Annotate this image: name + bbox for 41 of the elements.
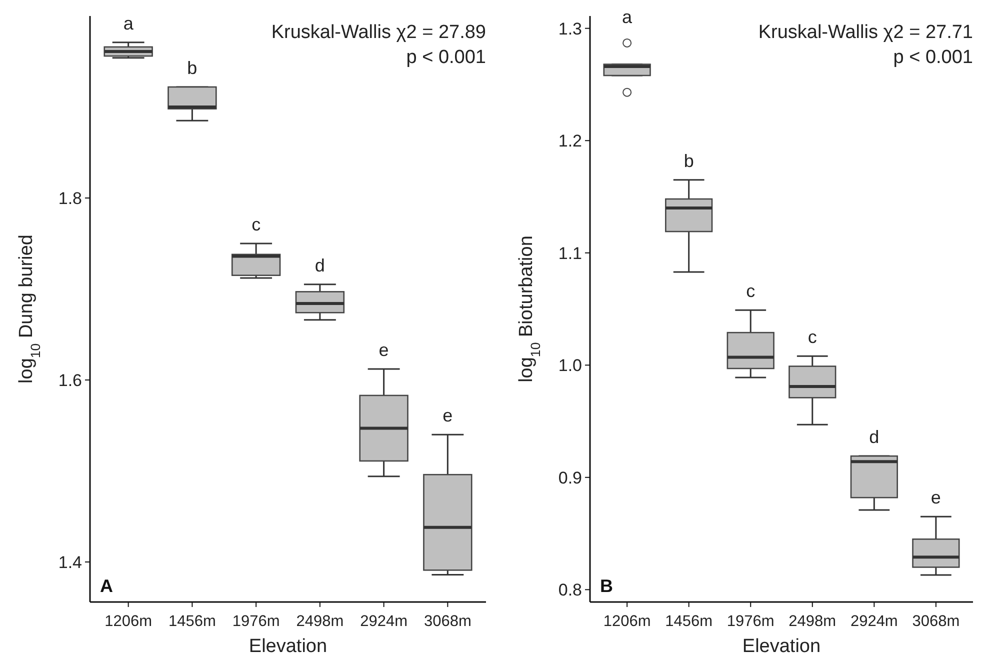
annotation: c (746, 281, 756, 302)
x-tick-label: 2924m (850, 613, 898, 630)
annotation: a (622, 6, 634, 27)
x-tick-label: 2924m (360, 613, 408, 630)
x-tick-label: 2498m (788, 613, 836, 630)
y-tick-label: 1.8 (58, 188, 82, 208)
x-tick-label: 2498m (296, 613, 344, 630)
annotation: e (378, 340, 389, 360)
y-tick-label: 1.3 (558, 19, 582, 38)
y-tick-label: 1.0 (558, 356, 582, 376)
x-tick-label: 1456m (168, 613, 216, 630)
annotation: B (600, 576, 613, 596)
x-axis-title: Elevation (742, 636, 821, 657)
y-tick-label: 0.9 (558, 468, 582, 488)
x-tick-label: 3068m (912, 613, 960, 630)
annotation: p < 0.001 (406, 47, 486, 68)
y-tick-label: 1.4 (58, 552, 82, 572)
annotation: e (930, 488, 941, 508)
annotation: b (187, 58, 198, 78)
annotation: d (869, 427, 880, 448)
x-tick-label: 1976m (726, 613, 774, 630)
x-tick-label: 1976m (232, 613, 280, 630)
annotation: Kruskal-Wallis χ2 = 27.89 (271, 22, 486, 43)
annotation: c (252, 214, 261, 234)
annotation: c (808, 327, 817, 348)
annotation: Kruskal-Wallis χ2 = 27.71 (758, 22, 973, 43)
annotation: e (442, 406, 453, 426)
annotation: b (684, 150, 694, 171)
y-tick-label: 1.2 (558, 132, 582, 151)
annotation: a (123, 13, 134, 34)
x-axis-title: Elevation (248, 636, 328, 657)
annotation: A (100, 576, 113, 596)
x-tick-label: 3068m (424, 613, 472, 630)
x-tick-label: 1456m (665, 613, 713, 630)
y-tick-label: 0.8 (558, 580, 582, 600)
x-tick-label: 1206m (603, 613, 651, 630)
x-tick-label: 1206m (104, 613, 152, 630)
annotation: p < 0.001 (893, 47, 973, 68)
annotation: d (314, 255, 325, 276)
y-tick-label: 1.6 (58, 370, 82, 390)
y-tick-label: 1.1 (558, 244, 582, 263)
